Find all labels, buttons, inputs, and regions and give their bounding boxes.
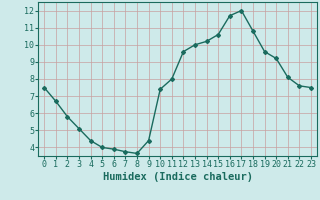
X-axis label: Humidex (Indice chaleur): Humidex (Indice chaleur)	[103, 172, 252, 182]
